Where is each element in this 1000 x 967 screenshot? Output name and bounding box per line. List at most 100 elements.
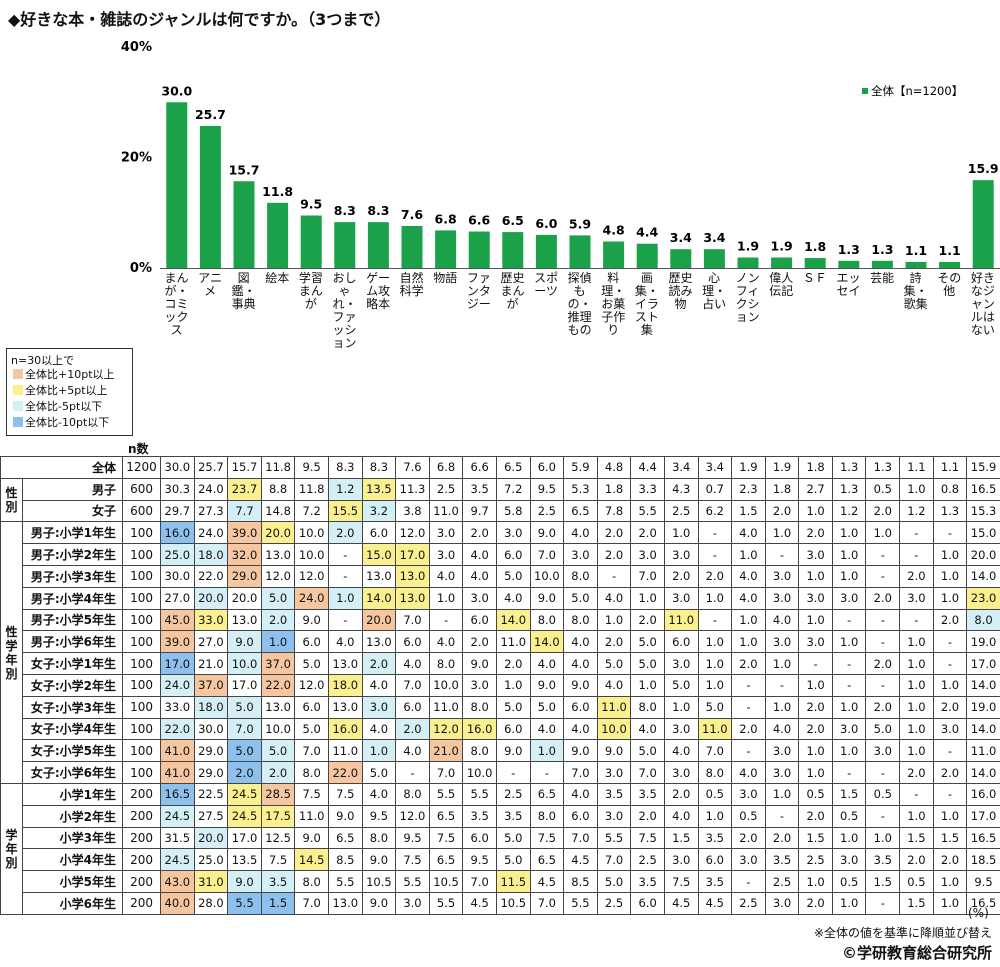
value-cell: 2.0	[731, 826, 766, 850]
value-cell: 14.0	[529, 630, 565, 654]
value-cell: 2.0	[798, 891, 833, 915]
value-cell: 3.0	[596, 804, 632, 828]
value-cell: 11.8	[294, 477, 329, 501]
value-cell: 3.5	[462, 477, 497, 501]
footnote: ※全体の値を基準に降順並び替え	[813, 926, 992, 940]
value-cell: 27.3	[193, 499, 229, 523]
value-cell: 7.5	[260, 848, 296, 872]
value-cell: 1.5	[798, 826, 833, 850]
value-cell: 8.0	[529, 804, 565, 828]
value-cell: 8.3	[327, 456, 363, 479]
table-row: 小学6年生 200 40.0 28.0 5.5 1.5 7.0 13.0 9.0 3.0 5.5 4.…	[1, 891, 1000, 915]
value-cell: 1.0	[764, 782, 800, 806]
value-cell: 6.5	[327, 826, 363, 850]
category-label: ファンタジー	[466, 271, 491, 311]
value-cell: 14.0	[495, 608, 531, 632]
bar	[267, 202, 289, 268]
value-cell: 4.0	[361, 717, 397, 741]
bar	[939, 261, 961, 268]
value-cell: 20.0	[260, 521, 296, 545]
bar	[401, 226, 423, 268]
category-label: その他	[937, 271, 962, 298]
n-cell: 200	[122, 870, 162, 893]
value-cell: 11.0	[294, 804, 329, 828]
category-label: 探偵もの・推理もの	[567, 271, 592, 337]
category-label: アニメ	[198, 271, 223, 298]
value-cell: 2.5	[731, 891, 766, 915]
value-cell: 8.0	[563, 564, 598, 588]
value-cell: 3.0	[764, 586, 800, 610]
category-label: 芸能	[870, 271, 895, 285]
value-cell: 9.0	[227, 630, 262, 654]
table-row: 男子:小学6年生 100 39.0 27.0 9.0 1.0 6.0 4.0 13.0 6.0 4.…	[1, 630, 1000, 654]
value-cell: 6.8	[428, 456, 464, 479]
value-cell: 2.5	[663, 499, 699, 523]
value-cell: 10.0	[260, 717, 296, 741]
value-cell: 5.0	[495, 848, 531, 872]
value-cell: 32.0	[227, 543, 262, 566]
value-cell: 5.0	[294, 652, 329, 675]
category-label: エッセイ	[836, 271, 861, 298]
value-cell: 7.5	[395, 848, 430, 872]
bar	[435, 230, 457, 268]
n-cell: 100	[122, 761, 162, 784]
value-cell: 5.0	[227, 739, 262, 763]
value-cell: 1.0	[697, 652, 733, 675]
value-cell: 30.3	[160, 477, 195, 501]
value-cell: 1.0	[596, 608, 632, 632]
value-cell: 1.0	[865, 826, 901, 850]
value-cell: 12.0	[294, 673, 329, 697]
value-cell: 1.5	[731, 499, 766, 523]
value-cell: -	[865, 673, 901, 697]
value-cell: 1.0	[260, 630, 296, 654]
row-label: 男子:小学5年生	[21, 608, 124, 632]
value-cell: 1.0	[630, 673, 665, 697]
value-cell: 2.0	[327, 521, 363, 545]
value-cell: 8.0	[294, 870, 329, 893]
n-cell: 100	[122, 564, 162, 588]
category-label: 物語	[433, 271, 458, 285]
table-row: 男子:小学5年生 100 45.0 33.0 13.0 2.0 9.0-20.0 7.0-6.…	[1, 608, 1000, 632]
value-cell: 3.5	[865, 848, 901, 872]
table-row: 男子:小学3年生 100 30.0 22.0 29.0 12.0 12.0-13.0 13.0…	[1, 564, 1000, 588]
value-cell: 4.0	[428, 630, 464, 654]
value-cell: 2.0	[395, 717, 430, 741]
table-row: 女子:小学6年生 100 41.0 29.0 2.0 2.0 8.0 22.0 5.0-7.0 1…	[1, 761, 1000, 784]
value-cell: 3.0	[731, 782, 766, 806]
value-cell: 0.7	[697, 477, 733, 501]
value-cell: 1.0	[697, 673, 733, 697]
category-label: ゲーム攻略本	[366, 271, 391, 311]
y-tick-label: 0%	[130, 261, 152, 276]
value-cell: -	[865, 564, 901, 588]
value-cell: 6.5	[529, 848, 565, 872]
value-cell: 5.9	[563, 456, 598, 479]
value-cell: 3.0	[831, 717, 867, 741]
value-cell: 7.6	[395, 456, 430, 479]
bar-value-label: 3.4	[703, 230, 725, 245]
value-cell: 20.0	[227, 586, 262, 610]
value-cell: -	[731, 739, 766, 763]
value-cell: 41.0	[160, 761, 195, 784]
value-cell: 31.0	[193, 870, 229, 893]
value-cell: 7.0	[563, 761, 598, 784]
table-row: 女子:小学1年生 100 17.0 21.0 10.0 37.0 5.0 13.0 2.0 4.0…	[1, 652, 1000, 675]
value-cell: 0.5	[831, 870, 867, 893]
value-cell: 3.0	[663, 586, 699, 610]
value-cell: 11.0	[428, 499, 464, 523]
value-cell: 5.0	[596, 870, 632, 893]
bar	[535, 234, 557, 268]
value-cell: 19.0	[966, 695, 1000, 719]
value-cell: 1.0	[831, 630, 867, 654]
table-row: 小学5年生 200 43.0 31.0 9.0 3.5 8.0 5.5 10.5 5.5 10.5 7…	[1, 870, 1000, 893]
value-cell: 5.0	[495, 564, 531, 588]
value-cell: 8.3	[361, 456, 397, 479]
value-cell: 2.0	[260, 608, 296, 632]
value-cell: 1.0	[932, 891, 968, 915]
value-cell: 4.0	[663, 739, 699, 763]
value-cell: 1.0	[899, 717, 934, 741]
y-tick-label: 40%	[121, 40, 152, 55]
bar	[468, 231, 490, 268]
bar-value-label: 4.8	[603, 222, 625, 237]
value-cell: 28.5	[260, 782, 296, 806]
value-cell: 6.5	[563, 499, 598, 523]
